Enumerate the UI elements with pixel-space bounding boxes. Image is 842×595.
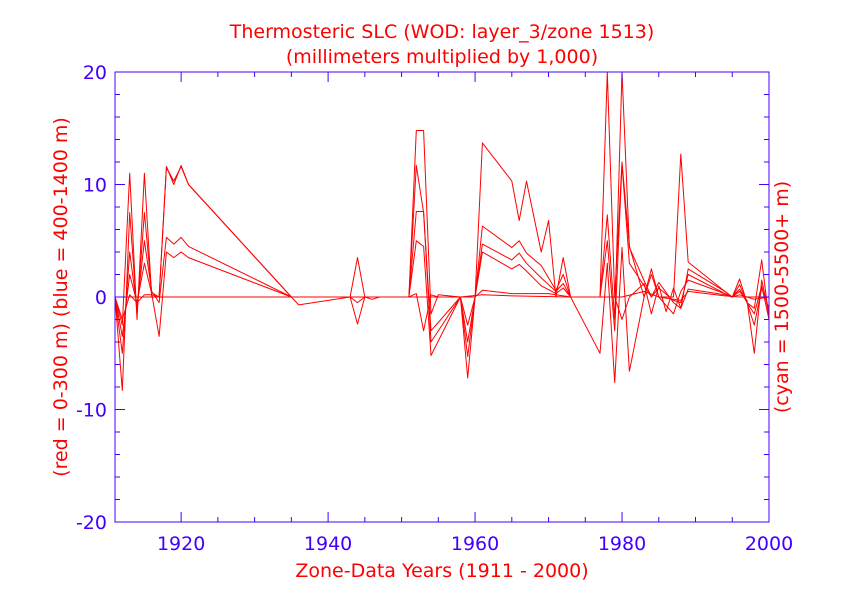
series-line-4 — [114, 240, 770, 383]
series-line-3 — [114, 163, 770, 358]
tick-labels: 1920 1940 1960 1980 2000 -20 -10 0 10 20 — [76, 62, 793, 555]
chart-title: Thermosteric SLC (WOD: layer_3/zone 1513… — [229, 21, 655, 43]
y-tick-label: 10 — [83, 175, 107, 197]
x-tick-label: 1940 — [304, 533, 352, 555]
y-tick-label: -20 — [76, 512, 107, 534]
x-axis-label: Zone-Data Years (1911 - 2000) — [295, 560, 588, 582]
y-tick-label: 0 — [95, 287, 107, 309]
y-tick-label: 20 — [83, 62, 107, 84]
series-line-5 — [114, 283, 770, 332]
y-axis-label-right: (cyan = 1500-5500+ m) — [771, 181, 793, 413]
series-line-6 — [115, 290, 769, 304]
axis-ticks — [115, 71, 770, 523]
series-line-2 — [114, 71, 770, 391]
x-tick-label: 1920 — [157, 533, 205, 555]
y-tick-label: -10 — [76, 400, 107, 422]
series-layer — [114, 71, 770, 391]
chart-subtitle: (millimeters multiplied by 1,000) — [286, 46, 598, 68]
x-tick-label: 1960 — [451, 533, 499, 555]
x-tick-label: 1980 — [598, 533, 646, 555]
series-line-1 — [114, 71, 770, 326]
y-axis-label-left: (red = 0-300 m) (blue = 400-1400 m) — [50, 117, 72, 477]
x-tick-label: 2000 — [745, 533, 793, 555]
